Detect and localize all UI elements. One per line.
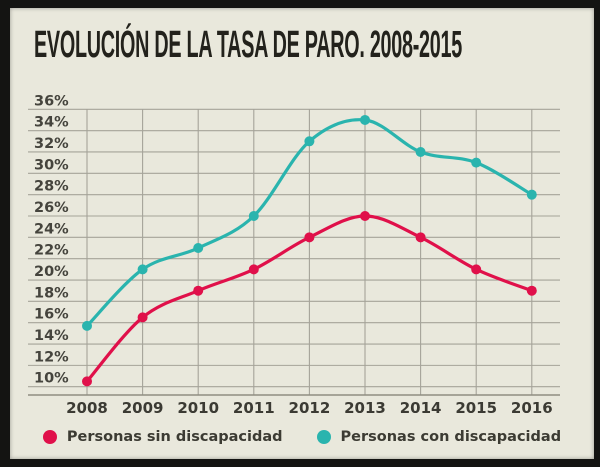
y-tick-label: 36% [34, 93, 69, 109]
y-tick-label: 16% [34, 307, 69, 323]
y-tick-label: 28% [34, 179, 69, 195]
legend-label-con-discapacidad: Personas con discapacidad [340, 429, 562, 445]
data-point [526, 285, 537, 296]
data-point [526, 189, 537, 200]
x-tick-label: 2011 [233, 399, 275, 417]
data-point [471, 157, 482, 168]
x-tick-label: 2008 [66, 399, 108, 417]
legend-dot-sin-discapacidad-icon [42, 430, 57, 444]
y-tick-label: 30% [34, 157, 69, 173]
data-point [193, 285, 204, 296]
y-tick-label: 22% [34, 243, 69, 259]
y-tick-label: 10% [34, 371, 69, 387]
data-point [471, 264, 482, 275]
data-point [304, 232, 315, 243]
y-tick-label: 24% [34, 221, 69, 237]
y-tick-label: 34% [34, 115, 69, 131]
data-point [415, 146, 426, 157]
data-point [137, 312, 148, 323]
x-tick-label: 2015 [455, 399, 497, 417]
data-point [82, 376, 92, 387]
data-point [137, 264, 148, 275]
legend-dot-con-discapacidad-icon [316, 430, 331, 444]
x-tick-label: 2016 [511, 399, 553, 417]
y-tick-label: 26% [34, 200, 69, 216]
chart-legend: Personas sin discapacidad Personas con d… [10, 424, 594, 450]
data-point [82, 320, 92, 331]
legend-item-sin-discapacidad: Personas sin discapacidad [42, 429, 283, 445]
data-point [248, 264, 259, 275]
y-tick-label: 32% [34, 136, 69, 152]
data-point [304, 136, 315, 147]
y-tick-label: 12% [34, 349, 69, 365]
chart-card: EVOLUCIÓN DE LA TASA DE PARO. 2008-2015 … [10, 8, 594, 459]
data-point [248, 211, 259, 221]
x-tick-label: 2010 [177, 399, 219, 417]
data-point [360, 211, 370, 221]
data-point [415, 232, 426, 243]
y-tick-label: 20% [34, 264, 69, 280]
chart-title: EVOLUCIÓN DE LA TASA DE PARO. 2008-2015 [34, 24, 462, 66]
y-tick-label: 18% [34, 285, 69, 301]
legend-label-sin-discapacidad: Personas sin discapacidad [66, 429, 283, 445]
data-point [360, 114, 370, 125]
legend-item-con-discapacidad: Personas con discapacidad [316, 429, 562, 445]
x-tick-label: 2009 [122, 399, 164, 417]
x-tick-label: 2014 [400, 399, 442, 417]
y-tick-label: 14% [34, 328, 69, 344]
x-tick-label: 2013 [344, 399, 386, 417]
chart-canvas: 10% 12% 14% 16% 18% 20% 22% 24% 26% 28% 30% 32% 34% 3… [28, 93, 560, 417]
data-point [193, 243, 204, 254]
x-tick-label: 2012 [289, 399, 331, 417]
